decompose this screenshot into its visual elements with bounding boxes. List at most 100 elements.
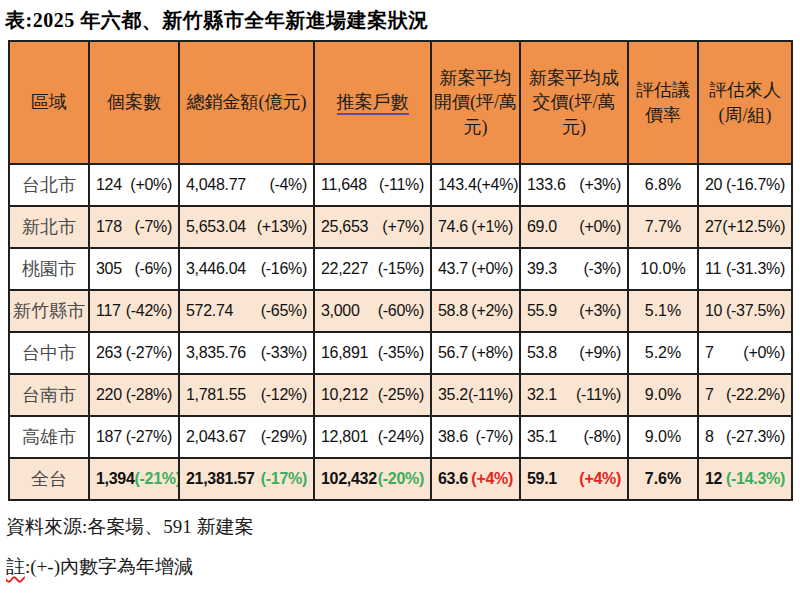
cell-yoy-pct: (+0%) [579, 218, 621, 236]
cell-yoy-pct: (-12%) [261, 386, 307, 404]
value-cell: 220(-28%) [89, 374, 179, 416]
cell-value: 35.1 [527, 428, 557, 446]
cell-value: 4,048.77 [186, 176, 246, 194]
table-row: 台南市220(-28%)1,781.55(-12%)10,212(-25%)35… [9, 374, 792, 416]
cell-yoy-pct: (-27%) [126, 428, 172, 446]
cell-value: 3,835.76 [186, 344, 246, 362]
cell-yoy-pct: (-28%) [126, 386, 172, 404]
cell-yoy-pct: (+0%) [130, 176, 172, 194]
table-row: 新北市178(-7%)5,653.04(+13%)25,653(+7%)74.6… [9, 206, 792, 248]
cell-value: 10,212 [321, 386, 368, 404]
cell-value: 12 [705, 470, 722, 488]
cell-value: 1,781.55 [186, 386, 246, 404]
legend-note-text: :(+-)內數字為年增減 [25, 556, 193, 577]
cell-value: 3,000 [321, 302, 360, 320]
value-cell: 16,891(-35%) [314, 332, 431, 374]
region-cell: 新竹縣市 [9, 290, 89, 332]
cell-value: 11 [705, 260, 721, 278]
col-header-6: 評估議價率 [628, 41, 698, 164]
col-header-link[interactable]: 推案戶數 [337, 92, 409, 115]
table-row: 桃園市305(-6%)3,446.04(-16%)22,227(-15%)43.… [9, 248, 792, 290]
cell-value: 178 [96, 218, 122, 236]
cell-value: 9.0% [645, 386, 681, 404]
cell-value: 21,381.57 [186, 470, 254, 488]
value-cell: 11,648(-11%) [314, 164, 431, 206]
cell-value: 7 [705, 344, 714, 362]
cell-yoy-pct: (+12.5%) [722, 218, 785, 236]
cell-value: 20 [705, 176, 722, 194]
cell-yoy-pct: (-27%) [126, 344, 172, 362]
value-cell: 56.7(+8%) [431, 332, 520, 374]
cell-yoy-pct: (+3%) [579, 176, 621, 194]
region-cell: 全台 [9, 458, 89, 500]
cell-value: 32.1 [527, 386, 557, 404]
value-cell: 3,835.76(-33%) [179, 332, 314, 374]
value-cell: 9.0% [628, 374, 698, 416]
value-cell: 25,653(+7%) [314, 206, 431, 248]
region-cell: 高雄市 [9, 416, 89, 458]
region-cell: 桃園市 [9, 248, 89, 290]
cell-value: 2,043.67 [186, 428, 246, 446]
cell-yoy-pct: (-31.3%) [726, 260, 785, 278]
col-header-2: 總銷金額(億元) [179, 41, 314, 164]
value-cell: 9.0% [628, 416, 698, 458]
cell-value: 22,227 [321, 260, 368, 278]
cell-yoy-pct: (-21%) [135, 470, 179, 488]
value-cell: 35.2(-11%) [431, 374, 520, 416]
new-projects-table: 區域個案數總銷金額(億元)推案戶數新案平均開價(坪/萬元)新案平均成交價(坪/萬… [8, 40, 793, 501]
cell-yoy-pct: (-8%) [583, 428, 621, 446]
col-header-7: 評估來人(周/組) [698, 41, 792, 164]
value-cell: 55.9 (+3%) [520, 290, 628, 332]
value-cell: 1,781.55 (-12%) [179, 374, 314, 416]
source-note: 資料來源:各案場、591 新建案 [6, 514, 800, 540]
region-cell: 新北市 [9, 206, 89, 248]
value-cell: 58.8(+2%) [431, 290, 520, 332]
cell-value: 25,653 [321, 218, 368, 236]
value-cell: 10,212(-25%) [314, 374, 431, 416]
cell-value: 220 [96, 386, 122, 404]
cell-yoy-pct: (+3%) [579, 302, 621, 320]
footnotes: 資料來源:各案場、591 新建案 註:(+-)內數字為年增減 [6, 514, 800, 580]
cell-value: 38.6 [438, 428, 468, 446]
value-cell: 3,000 (-60%) [314, 290, 431, 332]
cell-value: 55.9 [527, 302, 557, 320]
value-cell: 7(+0%) [698, 332, 792, 374]
col-header-3: 推案戶數 [314, 41, 431, 164]
cell-yoy-pct: (-11%) [576, 386, 621, 404]
table-row: 全台1,394(-21%)21,381.57(-17%)102,432(-20%… [9, 458, 792, 500]
value-cell: 74.6(+1%) [431, 206, 520, 248]
cell-value: 43.7 [438, 260, 468, 278]
value-cell: 10.0% [628, 248, 698, 290]
cell-yoy-pct: (-3%) [583, 260, 621, 278]
table-body: 台北市124(+0%) 4,048.77 (-4%) 11,648(-11%)143.… [9, 164, 792, 500]
col-header-5: 新案平均成交價(坪/萬元) [520, 41, 628, 164]
cell-value: 7 [705, 386, 714, 404]
cell-yoy-pct: (-4%) [269, 176, 307, 194]
cell-value: 59.1 [527, 470, 557, 488]
cell-value: 5,653.04 [186, 218, 246, 236]
cell-yoy-pct: (-16%) [261, 260, 307, 278]
cell-value: 5.2% [645, 344, 681, 362]
value-cell: 38.6(-7%) [431, 416, 520, 458]
cell-yoy-pct: (+4%) [471, 470, 513, 488]
value-cell: 187(-27%) [89, 416, 179, 458]
value-cell: 143.4(+4%) [431, 164, 520, 206]
region-cell: 台北市 [9, 164, 89, 206]
value-cell: 2,043.67(-29%) [179, 416, 314, 458]
cell-yoy-pct: (-60%) [378, 302, 424, 320]
value-cell: 124(+0%) [89, 164, 179, 206]
col-header-1: 個案數 [89, 41, 179, 164]
value-cell: 39.3(-3%) [520, 248, 628, 290]
value-cell: 12,801(-24%) [314, 416, 431, 458]
value-cell: 7.7% [628, 206, 698, 248]
cell-yoy-pct: (-11%) [468, 386, 513, 404]
value-cell: 263(-27%) [89, 332, 179, 374]
table-row: 高雄市187(-27%)2,043.67(-29%)12,801(-24%)38… [9, 416, 792, 458]
value-cell: 5.1% [628, 290, 698, 332]
value-cell: 27(+12.5%) [698, 206, 792, 248]
value-cell: 21,381.57(-17%) [179, 458, 314, 500]
cell-yoy-pct: (+4%) [579, 470, 621, 488]
cell-yoy-pct: (-20%) [378, 470, 424, 488]
legend-note-prefix: 註 [6, 556, 25, 577]
cell-value: 7.7% [645, 218, 681, 236]
